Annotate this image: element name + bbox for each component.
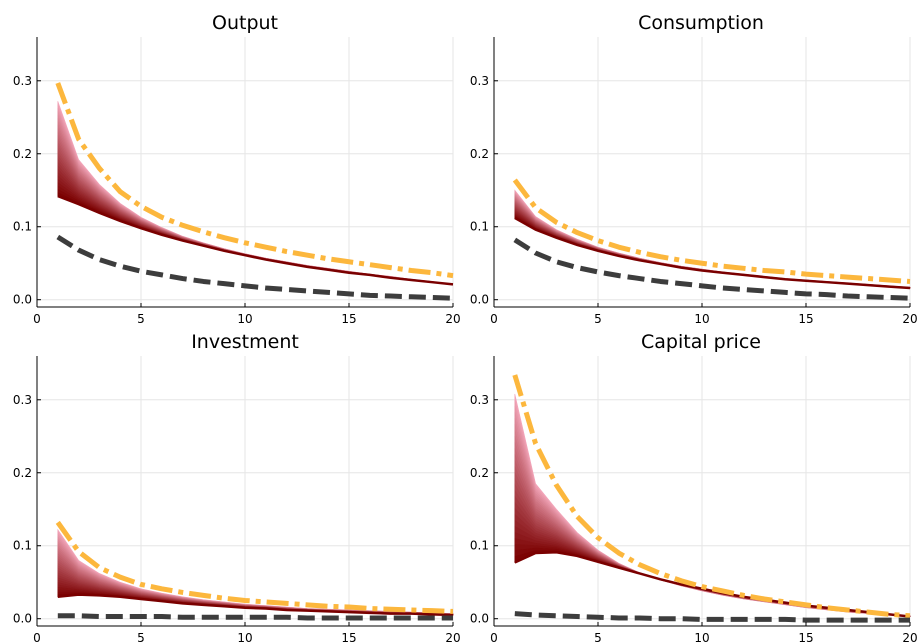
x-tick-label: 5 — [137, 631, 145, 644]
y-tick-label: 0.0 — [470, 293, 489, 307]
series-dash-dot — [55, 82, 454, 279]
fan-band-slice — [514, 507, 911, 617]
y-tick-label: 0.0 — [13, 612, 32, 626]
fan-band-slice — [57, 545, 454, 615]
fan-band-slice — [57, 175, 454, 285]
panel-title: Investment — [191, 331, 299, 353]
fan-band-slice — [57, 114, 454, 285]
fan-band-slice — [57, 161, 454, 285]
fan-lower-edge — [514, 216, 911, 290]
fan-band-slice — [57, 164, 454, 285]
fan-band-slice — [57, 528, 454, 614]
fan-band-slice — [514, 411, 911, 617]
panel-4: 0 5 10 15 20 0.0 0.1 0.2 0.3 Capital price — [470, 331, 917, 644]
x-tick-label: 0 — [490, 631, 498, 644]
y-tick-label: 0.3 — [470, 393, 489, 407]
x-tick-label: 15 — [341, 631, 356, 644]
fan-band — [514, 393, 911, 617]
y-tick-label: 0.1 — [470, 220, 489, 234]
fan-band-slice — [514, 501, 911, 617]
panel-title: Output — [212, 12, 278, 34]
series-dash-dot — [55, 520, 454, 614]
panel-1: 0 5 10 15 20 0.0 0.1 0.2 0.3 Output — [13, 12, 461, 326]
series-dashed — [513, 237, 911, 301]
y-tick-label: 0.1 — [470, 539, 489, 553]
fan-band-slice — [514, 417, 911, 617]
x-tick-label: 5 — [594, 631, 602, 644]
fan-band-slice — [57, 157, 454, 285]
x-tick-label: 5 — [137, 312, 145, 326]
fan-lower-edge — [57, 194, 454, 286]
x-tick-label: 5 — [594, 312, 602, 326]
y-tick-label: 0.0 — [13, 293, 32, 307]
y-tick-label: 0.2 — [470, 147, 489, 161]
series-dashed — [57, 613, 453, 621]
y-tick-label: 0.3 — [13, 74, 32, 88]
x-tick-label: 20 — [445, 312, 460, 326]
x-tick-label: 10 — [237, 312, 252, 326]
y-tick-label: 0.2 — [13, 147, 32, 161]
series-dash-dot — [512, 374, 911, 619]
x-tick-label: 0 — [33, 631, 41, 644]
fan-lower-edge — [514, 551, 911, 618]
series-dash-dot — [512, 178, 911, 284]
x-tick-label: 20 — [902, 631, 917, 644]
panel-3: 0 5 10 15 20 0.0 0.1 0.2 0.3 Investment — [13, 331, 461, 644]
fan-band — [57, 528, 454, 616]
x-tick-label: 10 — [694, 631, 709, 644]
x-tick-label: 15 — [798, 312, 813, 326]
fan-band-slice — [57, 543, 454, 615]
fan-band-slice — [514, 423, 911, 617]
fan-lower-edge — [57, 593, 454, 617]
fan-band-slice — [514, 393, 911, 617]
panel-2: 0 5 10 15 20 0.0 0.1 0.2 0.3 Consumption — [470, 12, 917, 326]
y-tick-label: 0.1 — [13, 220, 32, 234]
x-tick-label: 20 — [902, 312, 917, 326]
fan-band-slice — [514, 547, 911, 617]
series-dashed — [514, 611, 910, 623]
x-tick-label: 0 — [490, 312, 498, 326]
panel-title: Capital price — [641, 331, 761, 353]
fan-band-slice — [514, 429, 911, 617]
x-tick-label: 10 — [694, 312, 709, 326]
x-tick-label: 15 — [798, 631, 813, 644]
x-tick-label: 0 — [33, 312, 41, 326]
y-tick-label: 0.0 — [470, 612, 489, 626]
y-tick-label: 0.2 — [13, 466, 32, 480]
fan-band-slice — [57, 531, 454, 615]
x-tick-label: 10 — [237, 631, 252, 644]
panel-title: Consumption — [638, 12, 764, 34]
x-tick-label: 15 — [341, 312, 356, 326]
series-dashed — [56, 234, 454, 301]
y-tick-label: 0.1 — [13, 539, 32, 553]
fan-band-slice — [514, 550, 911, 617]
y-tick-label: 0.3 — [470, 74, 489, 88]
fan-band-slice — [57, 178, 454, 285]
fan-band-slice — [57, 181, 454, 285]
y-tick-label: 0.3 — [13, 393, 32, 407]
x-tick-label: 20 — [445, 631, 460, 644]
fan-band — [514, 189, 911, 289]
y-tick-label: 0.2 — [470, 466, 489, 480]
